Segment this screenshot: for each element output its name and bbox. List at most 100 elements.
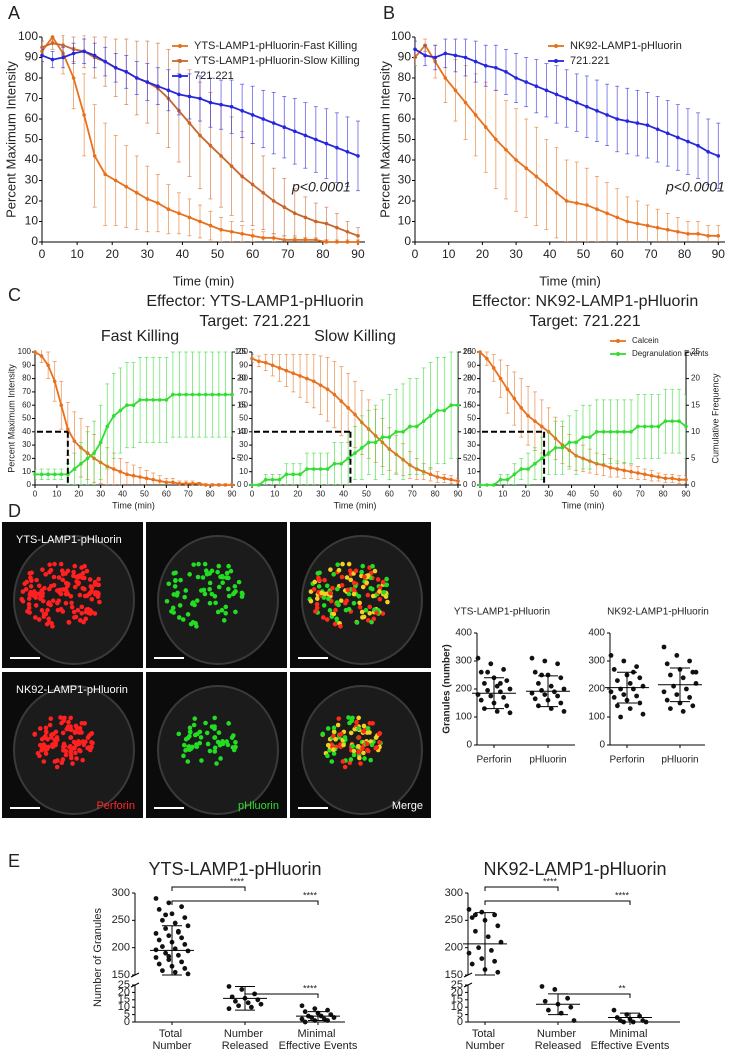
granule xyxy=(228,568,234,574)
data-point xyxy=(163,926,169,931)
granule xyxy=(66,620,72,625)
data-point xyxy=(318,467,323,471)
granule xyxy=(183,588,189,593)
granule xyxy=(40,590,45,596)
data-point xyxy=(488,661,494,667)
data-point xyxy=(332,461,337,466)
significance-label: **** xyxy=(230,876,245,886)
granule xyxy=(183,748,188,753)
data-point xyxy=(187,94,192,99)
granule xyxy=(97,599,102,605)
data-point xyxy=(292,129,297,134)
granule xyxy=(95,594,101,599)
granule xyxy=(369,619,374,625)
data-point xyxy=(219,102,223,107)
data-point xyxy=(208,100,213,105)
data-point xyxy=(514,158,518,162)
y-tick-label: 70 xyxy=(25,91,39,105)
data-point xyxy=(282,238,287,242)
granule xyxy=(79,604,85,610)
data-point xyxy=(466,950,472,956)
granule xyxy=(37,753,42,759)
data-point xyxy=(270,477,275,482)
channel-label: pHluorin xyxy=(238,800,279,812)
significance-label: **** xyxy=(615,890,630,900)
y2-tick-label: 15 xyxy=(237,400,246,409)
x-tick-label: 80 xyxy=(316,247,330,261)
sd-bar xyxy=(235,985,255,1011)
granule xyxy=(347,568,353,574)
data-point xyxy=(536,703,541,709)
granule xyxy=(333,607,338,613)
granule xyxy=(82,593,88,599)
data-point xyxy=(504,703,510,709)
x-tick-label: 10 xyxy=(442,247,456,261)
granule xyxy=(85,735,91,740)
data-point xyxy=(72,439,77,443)
legend-marker xyxy=(178,44,182,48)
x-tick-label: 40 xyxy=(118,489,127,498)
data-point xyxy=(463,55,468,60)
data-point xyxy=(166,88,171,93)
granule xyxy=(233,739,238,745)
granule xyxy=(223,604,229,610)
granule xyxy=(204,730,210,736)
data-point xyxy=(33,472,37,477)
data-point xyxy=(643,424,647,429)
data-point xyxy=(373,440,378,445)
data-point xyxy=(177,481,182,486)
data-point xyxy=(185,948,191,954)
data-point xyxy=(413,47,417,52)
data-point xyxy=(312,1006,318,1012)
granule xyxy=(221,618,227,623)
x-tick-label: 90 xyxy=(712,247,726,261)
data-point xyxy=(532,696,538,702)
granule xyxy=(79,730,84,735)
data-point xyxy=(302,1009,308,1015)
granule xyxy=(220,741,226,747)
granule xyxy=(377,739,382,745)
micrograph xyxy=(146,522,287,668)
granule xyxy=(38,596,43,602)
data-point xyxy=(443,76,448,80)
data-point xyxy=(145,80,150,84)
data-point xyxy=(475,655,481,661)
granule xyxy=(32,731,38,737)
granule xyxy=(43,747,48,753)
granule xyxy=(218,574,223,580)
granule xyxy=(380,611,386,616)
data-point xyxy=(595,109,599,113)
data-point xyxy=(501,695,506,700)
data-point xyxy=(696,143,700,148)
x-tick-label: 30 xyxy=(141,247,155,261)
chart-title: Effector: NK92-LAMP1-pHluorin xyxy=(472,293,698,310)
data-point xyxy=(453,88,458,93)
granule xyxy=(51,574,57,580)
data-point xyxy=(339,399,344,404)
granule xyxy=(75,607,81,613)
data-point xyxy=(524,166,528,170)
error-bar xyxy=(415,40,417,58)
data-point xyxy=(226,1006,232,1012)
data-point xyxy=(203,392,208,397)
granule xyxy=(345,587,351,593)
granule xyxy=(187,572,192,577)
data-point xyxy=(693,669,699,675)
data-point xyxy=(605,211,609,216)
data-point xyxy=(61,55,65,60)
data-point xyxy=(469,915,475,920)
granule xyxy=(377,585,383,591)
significance-bracket xyxy=(484,886,559,891)
data-point xyxy=(250,356,254,361)
granule xyxy=(218,756,223,761)
data-point xyxy=(524,80,528,84)
data-point xyxy=(687,695,692,700)
data-point xyxy=(526,414,530,418)
y-tick-label: 90 xyxy=(25,50,39,64)
granule xyxy=(308,598,314,604)
data-point xyxy=(567,440,572,445)
data-point xyxy=(179,904,185,910)
granule xyxy=(194,742,199,747)
significance-label: **** xyxy=(303,890,318,900)
x-tick-label: 10 xyxy=(70,247,84,261)
